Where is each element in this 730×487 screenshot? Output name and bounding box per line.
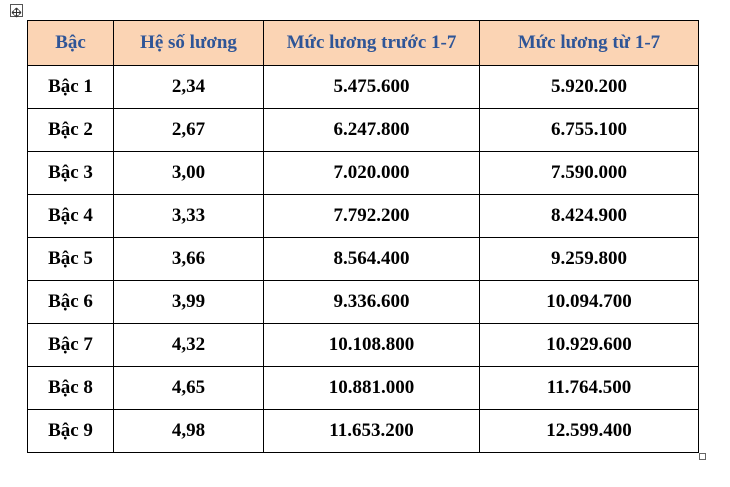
table-cell: Bậc 1 <box>27 65 114 109</box>
table-cell: Bậc 6 <box>27 280 114 324</box>
table-cell: 3,99 <box>113 280 264 324</box>
table-cell: 9.336.600 <box>263 280 480 324</box>
header-row: Bậc Hệ số lương Mức lương trước 1-7 Mức lươ… <box>27 20 699 66</box>
table-row: Bậc 5 3,66 8.564.400 9.259.800 <box>27 237 699 281</box>
table-cell: 6.247.800 <box>263 108 480 152</box>
table-cell: 2,34 <box>113 65 264 109</box>
table-cell: Bậc 5 <box>27 237 114 281</box>
header-cell: Mức lương trước 1-7 <box>263 20 480 66</box>
table-cell: Bậc 8 <box>27 366 114 410</box>
table-cell: 7.590.000 <box>479 151 699 195</box>
table-row: Bậc 6 3,99 9.336.600 10.094.700 <box>27 280 699 324</box>
move-icon <box>11 7 22 18</box>
table-cell: 2,67 <box>113 108 264 152</box>
table-row: Bậc 3 3,00 7.020.000 7.590.000 <box>27 151 699 195</box>
table-cell: 4,98 <box>113 409 264 453</box>
table-cell: 9.259.800 <box>479 237 699 281</box>
table-cell: 4,32 <box>113 323 264 367</box>
table-cell: 6.755.100 <box>479 108 699 152</box>
table-cell: 7.020.000 <box>263 151 480 195</box>
header-cell: Bậc <box>27 20 114 66</box>
table-row: Bậc 4 3,33 7.792.200 8.424.900 <box>27 194 699 238</box>
table-cell: 11.653.200 <box>263 409 480 453</box>
table-cell: 12.599.400 <box>479 409 699 453</box>
table-cell: Bậc 2 <box>27 108 114 152</box>
salary-table: Bậc Hệ số lương Mức lương trước 1-7 Mức lươ… <box>27 20 699 453</box>
table-cell: 10.881.000 <box>263 366 480 410</box>
table-row: Bậc 9 4,98 11.653.200 12.599.400 <box>27 409 699 453</box>
table-cell: 4,65 <box>113 366 264 410</box>
table-resize-handle[interactable] <box>699 453 706 460</box>
table-cell: Bậc 4 <box>27 194 114 238</box>
table-cell: 10.108.800 <box>263 323 480 367</box>
table-cell: Bậc 3 <box>27 151 114 195</box>
table-cell: 3,33 <box>113 194 264 238</box>
table-cell: 10.929.600 <box>479 323 699 367</box>
header-cell: Hệ số lương <box>113 20 264 66</box>
table-cell: 5.475.600 <box>263 65 480 109</box>
table-cell: 11.764.500 <box>479 366 699 410</box>
table-cell: 3,66 <box>113 237 264 281</box>
table-body: Bậc 1 2,34 5.475.600 5.920.200 Bậc 2 2,67 6.24… <box>27 65 699 453</box>
table-cell: 5.920.200 <box>479 65 699 109</box>
table-row: Bậc 2 2,67 6.247.800 6.755.100 <box>27 108 699 152</box>
table-cell: Bậc 7 <box>27 323 114 367</box>
table-cell: 7.792.200 <box>263 194 480 238</box>
table-cell: 3,00 <box>113 151 264 195</box>
table-cell: 8.564.400 <box>263 237 480 281</box>
table-move-handle[interactable] <box>10 4 23 18</box>
table-cell: Bậc 9 <box>27 409 114 453</box>
table-row: Bậc 1 2,34 5.475.600 5.920.200 <box>27 65 699 109</box>
table-cell: 8.424.900 <box>479 194 699 238</box>
table-cell: 10.094.700 <box>479 280 699 324</box>
table-row: Bậc 8 4,65 10.881.000 11.764.500 <box>27 366 699 410</box>
header-cell: Mức lương từ 1-7 <box>479 20 699 66</box>
table-row: Bậc 7 4,32 10.108.800 10.929.600 <box>27 323 699 367</box>
